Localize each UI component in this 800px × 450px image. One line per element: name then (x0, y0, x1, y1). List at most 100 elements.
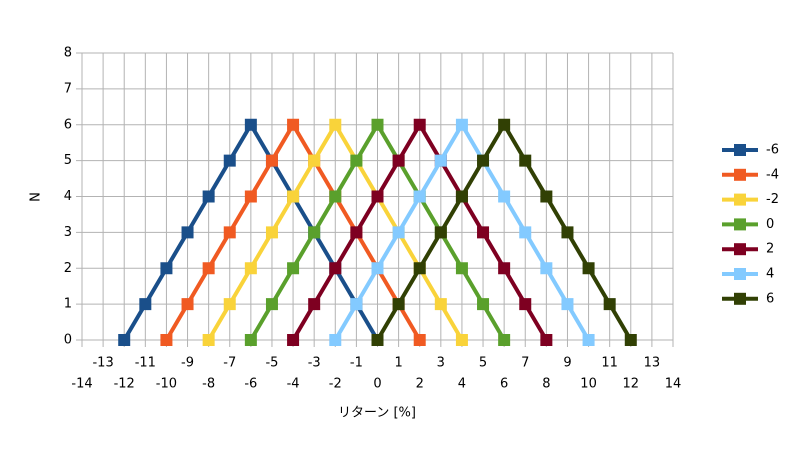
point-marker (413, 334, 426, 346)
point-marker (413, 262, 426, 275)
x-tick-label: -1 (350, 356, 363, 371)
x-tick-label: 8 (542, 377, 550, 392)
point-marker (540, 334, 553, 346)
x-tick-label: -2 (329, 377, 342, 392)
y-tick-label: 6 (64, 117, 72, 132)
point-marker (455, 262, 468, 275)
point-marker (350, 226, 363, 239)
legend-label: -6 (766, 143, 779, 158)
point-marker (265, 154, 278, 167)
point-marker (287, 190, 300, 203)
legend-label: -4 (766, 167, 779, 182)
point-marker (287, 118, 300, 131)
x-tick-label: -14 (71, 377, 92, 392)
point-marker (519, 154, 532, 167)
point-marker (329, 334, 342, 346)
point-marker (244, 190, 257, 203)
legend-label: -2 (766, 192, 779, 207)
legend-label: 4 (766, 267, 774, 282)
x-tick-label: 1 (394, 356, 402, 371)
legend-marker (734, 268, 746, 280)
point-marker (392, 298, 405, 311)
point-marker (287, 334, 300, 346)
point-marker (455, 190, 468, 203)
x-tick-label: 7 (521, 356, 529, 371)
x-tick-label: 4 (458, 377, 466, 392)
y-tick-label: 8 (64, 46, 72, 61)
x-tick-label: 10 (580, 377, 597, 392)
y-tick-label: 2 (64, 261, 72, 276)
x-tick-label: -8 (202, 377, 215, 392)
point-marker (498, 262, 511, 275)
point-marker (540, 262, 553, 275)
point-marker (118, 334, 131, 346)
point-marker (371, 118, 384, 131)
point-marker (350, 154, 363, 167)
point-marker (519, 226, 532, 239)
x-tick-label: 5 (479, 356, 487, 371)
point-marker (540, 190, 553, 203)
point-marker (308, 154, 321, 167)
point-marker (477, 154, 490, 167)
point-marker (223, 154, 236, 167)
legend-marker (734, 243, 746, 256)
point-marker (582, 262, 595, 275)
point-marker (477, 226, 490, 239)
point-marker (371, 334, 384, 346)
point-marker (455, 118, 468, 131)
point-marker (181, 298, 194, 311)
point-marker (329, 118, 342, 131)
point-marker (392, 226, 405, 239)
y-tick-label: 4 (64, 189, 72, 204)
x-tick-label: 11 (601, 356, 618, 371)
x-tick-label: -3 (308, 356, 321, 371)
legend-marker (734, 144, 746, 156)
point-marker (434, 226, 447, 239)
point-marker (244, 334, 257, 346)
point-marker (160, 262, 173, 275)
point-marker (498, 118, 511, 131)
point-marker (308, 298, 321, 311)
x-tick-label: 12 (623, 377, 640, 392)
x-tick-label: 2 (416, 377, 424, 392)
x-tick-label: 14 (665, 377, 682, 392)
point-marker (202, 262, 215, 275)
legend-label: 2 (766, 242, 774, 257)
point-marker (308, 226, 321, 239)
point-marker (561, 298, 574, 311)
point-marker (244, 118, 257, 131)
point-marker (392, 154, 405, 167)
point-marker (371, 190, 384, 203)
point-marker (561, 226, 574, 239)
point-marker (603, 298, 616, 311)
point-marker (287, 262, 300, 275)
x-tick-label: -4 (287, 377, 300, 392)
point-marker (455, 334, 468, 346)
legend-marker (734, 218, 746, 231)
legend-marker (734, 292, 746, 305)
point-marker (477, 298, 490, 311)
y-axis-label: N (29, 192, 44, 202)
point-marker (434, 298, 447, 311)
y-tick-label: 5 (64, 153, 72, 168)
point-marker (202, 334, 215, 346)
point-marker (624, 334, 637, 346)
x-tick-label: -12 (114, 377, 135, 392)
x-tick-label: -10 (156, 377, 177, 392)
point-marker (244, 262, 257, 275)
x-tick-label: 9 (563, 356, 571, 371)
x-tick-label: -13 (92, 356, 113, 371)
point-marker (413, 118, 426, 131)
point-marker (329, 190, 342, 203)
point-marker (181, 226, 194, 239)
x-axis-label: リターン [%] (338, 406, 416, 421)
point-marker (265, 298, 278, 311)
point-marker (329, 262, 342, 275)
x-tick-label: -9 (181, 356, 194, 371)
point-marker (350, 298, 363, 311)
x-tick-label: -6 (244, 377, 257, 392)
y-tick-label: 0 (64, 333, 72, 348)
y-tick-label: 7 (64, 81, 72, 96)
point-marker (434, 154, 447, 167)
